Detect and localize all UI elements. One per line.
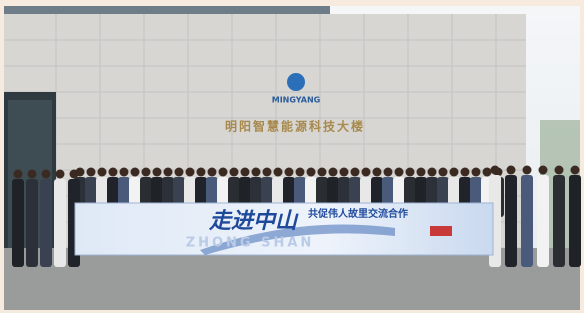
person-body bbox=[537, 175, 549, 267]
person-body bbox=[553, 175, 565, 267]
building-sign: 明阳智慧能源科技大楼 bbox=[225, 119, 365, 134]
person-head bbox=[42, 170, 51, 179]
person-head bbox=[186, 168, 195, 177]
person-head bbox=[406, 168, 415, 177]
person-head bbox=[274, 168, 283, 177]
person-head bbox=[120, 168, 129, 177]
person-body bbox=[54, 179, 66, 267]
person-head bbox=[555, 166, 564, 175]
person-head bbox=[395, 168, 404, 177]
person-head bbox=[285, 168, 294, 177]
person-head bbox=[472, 168, 481, 177]
person-head bbox=[28, 170, 37, 179]
person-head bbox=[230, 168, 239, 177]
person-head bbox=[483, 168, 492, 177]
person-head bbox=[329, 168, 338, 177]
person-head bbox=[439, 168, 448, 177]
person-head bbox=[571, 166, 580, 175]
person-head bbox=[70, 170, 79, 179]
person-head bbox=[373, 168, 382, 177]
page: {"building": {"logo": "MINGYANG", "sign"… bbox=[0, 0, 584, 313]
logo-text: MINGYANG bbox=[272, 96, 321, 105]
person-head bbox=[307, 168, 316, 177]
person-head bbox=[241, 168, 250, 177]
person-head bbox=[296, 168, 305, 177]
person-head bbox=[131, 168, 140, 177]
person-body bbox=[26, 179, 38, 267]
banner-subtitle: 共促伟人故里交流合作 bbox=[308, 207, 408, 220]
logo-mark bbox=[287, 73, 305, 91]
person-head bbox=[153, 168, 162, 177]
person-head bbox=[109, 168, 118, 177]
person-head bbox=[263, 168, 272, 177]
person-head bbox=[539, 166, 548, 175]
person-head bbox=[523, 166, 532, 175]
person-head bbox=[14, 170, 23, 179]
person-head bbox=[450, 168, 459, 177]
person-head bbox=[417, 168, 426, 177]
person-head bbox=[384, 168, 393, 177]
person-head bbox=[87, 168, 96, 177]
person-head bbox=[428, 168, 437, 177]
person-head bbox=[362, 168, 371, 177]
person-head bbox=[175, 168, 184, 177]
banner-logo bbox=[430, 226, 452, 236]
person-head bbox=[318, 168, 327, 177]
person-head bbox=[142, 168, 151, 177]
person-head bbox=[507, 166, 516, 175]
banner-romanized: ZHONG SHAN bbox=[186, 236, 315, 251]
person-head bbox=[164, 168, 173, 177]
person-body bbox=[40, 179, 52, 267]
person-head bbox=[56, 170, 65, 179]
person-body bbox=[12, 179, 24, 267]
person-body bbox=[521, 175, 533, 267]
person-head bbox=[197, 168, 206, 177]
person-head bbox=[219, 168, 228, 177]
person-head bbox=[98, 168, 107, 177]
person-head bbox=[461, 168, 470, 177]
person-head bbox=[491, 166, 500, 175]
person-body bbox=[569, 175, 581, 267]
person-body bbox=[505, 175, 517, 267]
banner-title: 走进中山 bbox=[208, 209, 299, 234]
person-head bbox=[351, 168, 360, 177]
person-head bbox=[208, 168, 217, 177]
person-head bbox=[252, 168, 261, 177]
photo: MINGYANG 明阳智慧能源科技大楼 走进中山 ZHONG SHAN 共促伟人… bbox=[0, 0, 584, 313]
person-head bbox=[340, 168, 349, 177]
